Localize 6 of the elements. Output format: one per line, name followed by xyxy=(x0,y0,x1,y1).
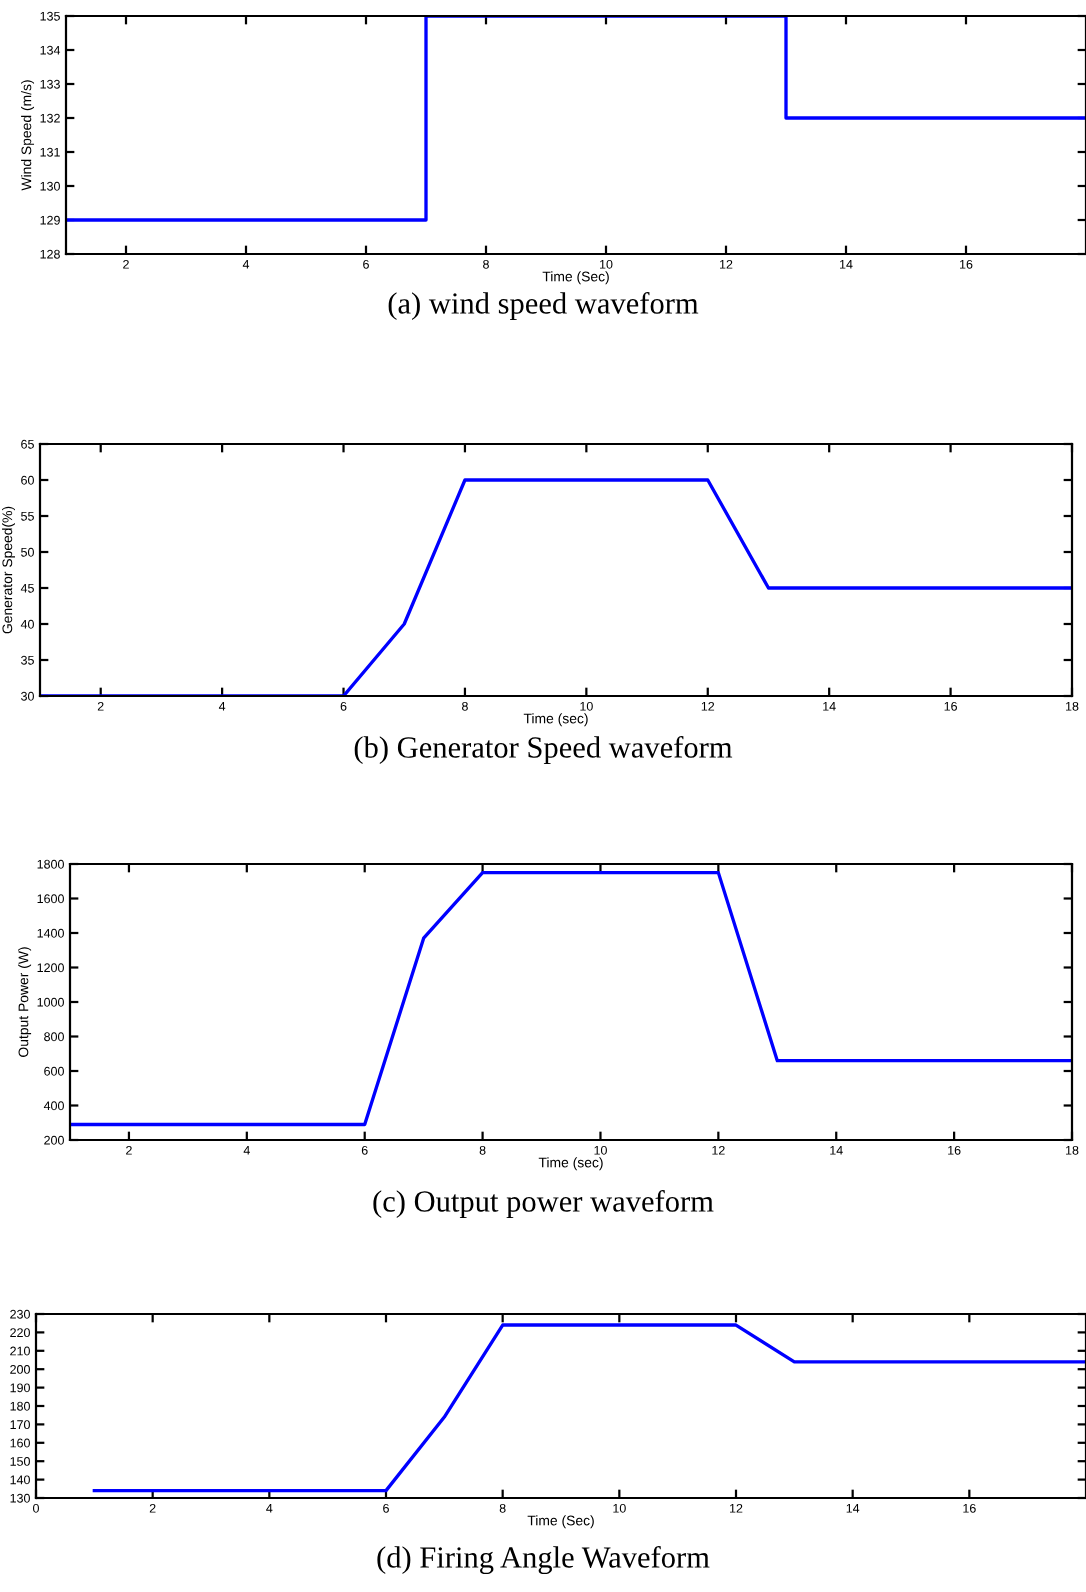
text: (a) wind speed waveform xyxy=(388,291,699,321)
text: (b) Generator Speed waveform xyxy=(354,735,733,765)
text: (c) Output power waveform xyxy=(373,1189,714,1219)
line-series xyxy=(70,870,1072,1127)
line-series xyxy=(92,1323,1086,1493)
text: (d) Firing Angle Waveform xyxy=(377,1545,710,1575)
